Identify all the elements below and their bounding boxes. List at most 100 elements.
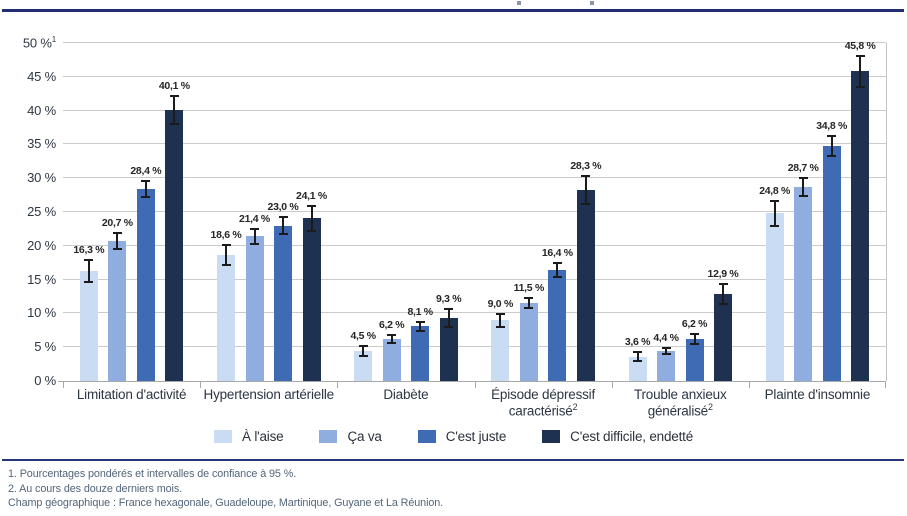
gridline bbox=[63, 278, 886, 280]
bar bbox=[628, 356, 647, 381]
error-bar-cap bbox=[661, 347, 671, 350]
error-bar-cap bbox=[718, 302, 728, 305]
gridline bbox=[63, 177, 886, 179]
error-bar bbox=[830, 134, 833, 157]
error-bar bbox=[693, 333, 696, 346]
y-tick-label: 50 %1 bbox=[22, 35, 56, 51]
error-bar-cap bbox=[524, 307, 534, 310]
value-label: 11,5 % bbox=[513, 282, 545, 295]
footnote-scope: Champ géographique : France hexagonale, … bbox=[8, 497, 444, 510]
bar bbox=[302, 218, 321, 381]
bar bbox=[794, 187, 813, 381]
error-bar-cap bbox=[827, 134, 837, 137]
legend-swatch bbox=[319, 430, 338, 443]
error-bar-cap bbox=[84, 258, 94, 261]
value-label: 6,2 % bbox=[378, 319, 405, 332]
value-label: 3,6 % bbox=[624, 336, 651, 349]
legend-label: C'est difficile, endetté bbox=[570, 429, 694, 444]
error-bar bbox=[773, 199, 776, 227]
error-bar bbox=[447, 308, 450, 329]
error-bar-cap bbox=[798, 176, 808, 179]
bar bbox=[685, 339, 704, 381]
legend-item: C'est difficile, endetté bbox=[542, 429, 693, 444]
error-bar-cap bbox=[141, 179, 151, 182]
error-bar-cap bbox=[358, 344, 368, 347]
value-label: 18,6 % bbox=[210, 229, 242, 242]
error-bar-cap bbox=[112, 232, 122, 235]
top-rule-divider bbox=[2, 9, 904, 12]
legend-item: À l'aise bbox=[213, 429, 284, 444]
error-bar-cap bbox=[307, 229, 316, 232]
error-bar bbox=[802, 176, 805, 198]
error-bar-cap bbox=[250, 227, 259, 230]
y-tick-label: 35 % bbox=[27, 136, 56, 152]
bar bbox=[136, 189, 155, 381]
error-bar-cap bbox=[358, 354, 368, 357]
category-footnote-marker: 2 bbox=[572, 402, 578, 413]
bar bbox=[274, 225, 292, 381]
value-label: 34,8 % bbox=[816, 119, 848, 132]
bar bbox=[217, 255, 235, 381]
error-bar bbox=[556, 262, 559, 279]
legend-swatch bbox=[417, 430, 436, 443]
error-bar bbox=[665, 347, 667, 356]
error-bar-cap bbox=[221, 244, 231, 247]
footnotes: 1. Pourcentages pondérés et intervalles … bbox=[8, 467, 443, 511]
category-label: Hypertension artérielle bbox=[203, 387, 335, 402]
error-bar bbox=[225, 244, 227, 267]
error-bar-cap bbox=[827, 154, 837, 157]
category-label: Diabète bbox=[383, 387, 429, 402]
value-label: 4,5 % bbox=[350, 329, 376, 342]
error-bar-cap bbox=[581, 202, 591, 205]
bar bbox=[657, 351, 675, 381]
category-label: Limitation d'activité bbox=[76, 387, 187, 402]
bar bbox=[439, 318, 458, 381]
bar bbox=[382, 339, 401, 381]
value-label: 20,7 % bbox=[101, 217, 133, 230]
error-bar bbox=[499, 312, 502, 328]
gridline bbox=[63, 346, 886, 348]
bar bbox=[851, 71, 870, 381]
error-bar-cap bbox=[387, 334, 397, 337]
error-bar-cap bbox=[770, 199, 780, 202]
gridline bbox=[63, 75, 886, 77]
value-label: 28,4 % bbox=[130, 164, 162, 177]
error-bar bbox=[173, 95, 176, 125]
error-bar-cap bbox=[415, 320, 425, 323]
value-label: 9,3 % bbox=[435, 293, 462, 305]
value-label: 9,0 % bbox=[487, 297, 514, 310]
value-label: 28,7 % bbox=[787, 161, 819, 174]
value-label: 6,2 % bbox=[681, 318, 708, 331]
footnote-2: 2. Au cours des douze derniers mois. bbox=[8, 482, 183, 495]
y-tick-label: 30 % bbox=[27, 170, 56, 186]
error-bar-cap bbox=[661, 353, 671, 356]
error-bar bbox=[116, 232, 119, 250]
error-bar-cap bbox=[552, 276, 562, 279]
footnote-1: 1. Pourcentages pondérés et intervalles … bbox=[8, 468, 297, 480]
error-bar-cap bbox=[495, 312, 505, 315]
x-axis-tick bbox=[885, 381, 886, 388]
error-bar-cap bbox=[169, 122, 179, 125]
bar bbox=[108, 241, 127, 381]
error-bar bbox=[310, 204, 313, 232]
error-bar-cap bbox=[495, 325, 505, 328]
legend-label: C'est juste bbox=[445, 429, 507, 444]
x-axis-tick bbox=[63, 381, 64, 388]
legend-item: C'est juste bbox=[417, 429, 507, 444]
value-label: 12,9 % bbox=[707, 267, 739, 280]
bar bbox=[491, 320, 510, 381]
bar bbox=[245, 236, 264, 381]
x-axis-tick bbox=[748, 381, 750, 388]
category-label: Trouble anxieux généralisé2 bbox=[633, 387, 727, 419]
value-label: 40,1 % bbox=[158, 80, 190, 93]
cropped-title-remnant bbox=[590, 1, 594, 5]
bar bbox=[548, 270, 567, 381]
axis-footnote-marker: 1 bbox=[51, 35, 56, 44]
error-bar-cap bbox=[633, 360, 642, 363]
error-bar-cap bbox=[552, 262, 562, 265]
error-bar-cap bbox=[444, 308, 454, 310]
error-bar bbox=[636, 351, 639, 363]
error-bar-cap bbox=[250, 243, 259, 246]
error-bar-cap bbox=[690, 333, 699, 336]
